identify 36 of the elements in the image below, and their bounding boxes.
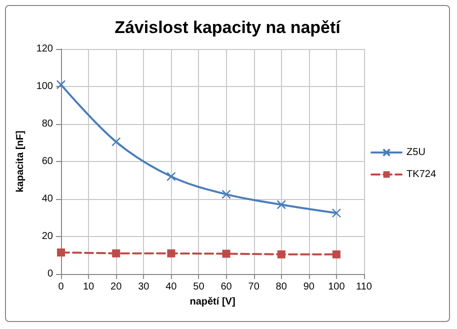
point xyxy=(222,190,231,199)
chart-title: Závislost kapacity na napětí xyxy=(114,18,342,37)
point xyxy=(332,250,340,258)
y-tick-label: 60 xyxy=(42,156,54,167)
y-tick-label: 40 xyxy=(42,194,54,204)
point xyxy=(276,200,286,210)
point xyxy=(56,80,66,90)
point xyxy=(57,248,65,256)
x-tick-label: 30 xyxy=(138,282,150,292)
x-tick-label: 50 xyxy=(193,282,205,292)
point xyxy=(112,249,120,258)
point xyxy=(332,208,342,218)
point xyxy=(167,249,176,258)
x-tick-label: 40 xyxy=(166,282,178,292)
legend-label: Z5U xyxy=(406,147,426,158)
x-tick-label: 110 xyxy=(356,282,372,292)
legend-label: TK724 xyxy=(406,169,436,180)
x-tick-label: 70 xyxy=(248,282,260,292)
x-tick-label: 60 xyxy=(220,282,232,292)
x-tick-label: 10 xyxy=(82,282,95,292)
y-tick-label: 100 xyxy=(36,81,54,92)
y-tick-label: 0 xyxy=(47,268,54,280)
x-tick-label: 0 xyxy=(58,282,64,292)
y-axis-title: kapacita [nF] xyxy=(14,130,26,192)
point xyxy=(222,250,230,258)
y-tick-label: 120 xyxy=(36,44,54,54)
point xyxy=(111,137,121,146)
x-axis-title: napětí [V] xyxy=(190,296,236,308)
x-tick-label: 20 xyxy=(110,282,122,292)
y-tick-label: 80 xyxy=(42,118,54,130)
x-tick-label: 90 xyxy=(303,282,315,292)
x-tick-label: 100 xyxy=(328,282,346,292)
x-tick-label: 80 xyxy=(276,282,288,292)
point xyxy=(277,250,286,258)
point xyxy=(166,172,176,182)
y-tick-label: 20 xyxy=(42,231,54,242)
